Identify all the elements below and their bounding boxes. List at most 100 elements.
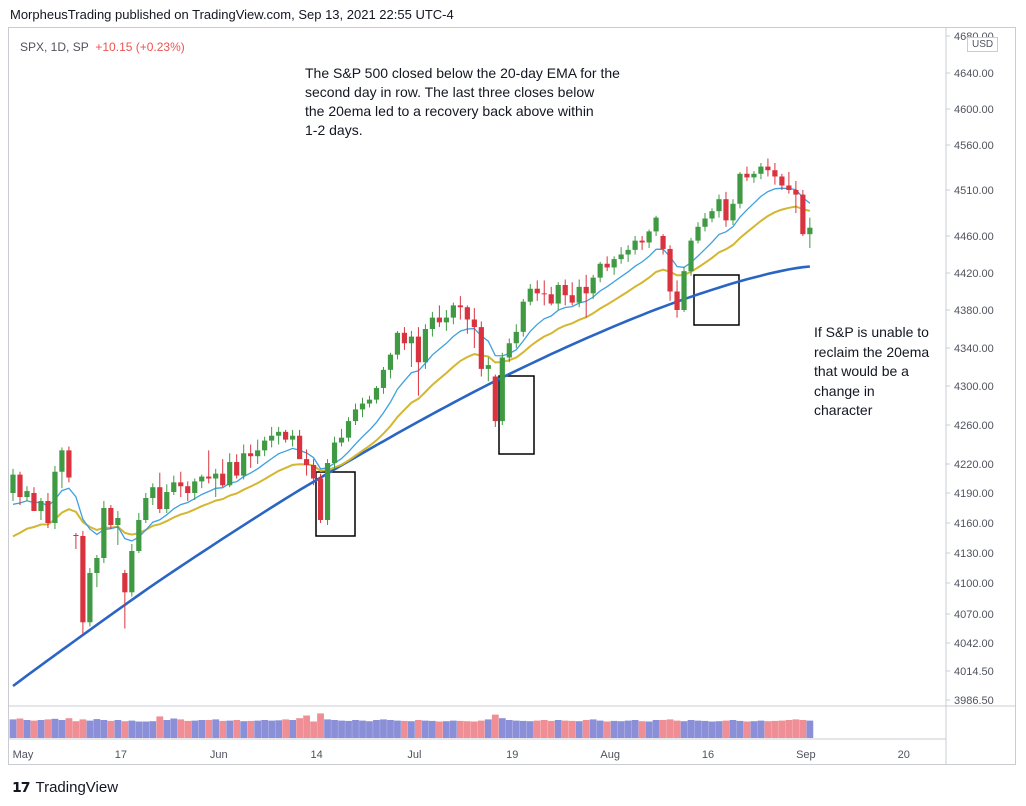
volume-bar bbox=[736, 720, 744, 738]
candle-body bbox=[800, 194, 806, 235]
candle-body bbox=[150, 487, 156, 498]
currency-badge[interactable]: USD bbox=[967, 37, 999, 52]
volume-bar bbox=[156, 716, 164, 738]
y-tick-label: 4640.00 bbox=[954, 68, 994, 80]
x-tick-label: Jun bbox=[210, 749, 228, 761]
volume-bar bbox=[498, 718, 506, 738]
candle-body bbox=[101, 508, 107, 558]
candle-body bbox=[639, 240, 645, 243]
volume-bar bbox=[317, 713, 324, 738]
volume-bar bbox=[205, 720, 213, 738]
candle-body bbox=[380, 369, 387, 388]
candle-body bbox=[625, 249, 631, 255]
volume-bar bbox=[9, 719, 17, 738]
candle-body bbox=[429, 317, 435, 329]
tradingview-logo-icon: 𝟭𝟳 bbox=[12, 779, 31, 795]
x-tick-label: 16 bbox=[702, 749, 714, 761]
candle-body bbox=[772, 170, 778, 177]
candle-body bbox=[422, 329, 429, 363]
volume-bar bbox=[324, 719, 331, 738]
volume-bar bbox=[121, 721, 129, 738]
volume-bar bbox=[394, 720, 401, 738]
volume-bar bbox=[184, 720, 192, 738]
tradingview-brand[interactable]: 𝟭𝟳 TradingView bbox=[12, 779, 118, 796]
candle-body bbox=[583, 286, 589, 294]
candle-body bbox=[744, 173, 750, 178]
candle-body bbox=[143, 498, 149, 520]
volume-bar bbox=[100, 720, 108, 738]
candle-body bbox=[618, 254, 624, 260]
candle-body bbox=[730, 203, 736, 221]
volume-bar bbox=[93, 719, 101, 738]
volume-bar bbox=[359, 720, 366, 738]
volume-bar bbox=[652, 720, 660, 738]
candle-body bbox=[807, 227, 813, 235]
candle-body bbox=[786, 185, 792, 190]
candle-body bbox=[192, 481, 198, 493]
y-tick-label: 4420.00 bbox=[954, 268, 994, 280]
candle-body bbox=[534, 288, 540, 294]
highlight-box bbox=[693, 274, 740, 326]
volume-bar bbox=[114, 720, 122, 738]
y-tick-label: 4130.00 bbox=[954, 548, 994, 560]
candle-body bbox=[436, 317, 442, 323]
candle-body bbox=[408, 336, 415, 344]
candle-body bbox=[555, 285, 561, 304]
candle-body bbox=[324, 463, 331, 520]
candle-body bbox=[373, 387, 380, 400]
candle-body bbox=[576, 286, 582, 303]
volume-bar bbox=[799, 720, 807, 738]
volume-bar bbox=[163, 720, 171, 738]
volume-bar bbox=[792, 719, 800, 738]
volume-bar bbox=[491, 714, 499, 738]
volume-bar bbox=[247, 720, 255, 738]
candle-body bbox=[695, 226, 701, 241]
volume-bar bbox=[512, 720, 520, 738]
candle-body bbox=[415, 336, 422, 363]
candle-body bbox=[129, 551, 135, 593]
volume-bar bbox=[422, 720, 429, 738]
highlight-box bbox=[315, 471, 356, 537]
volume-bar bbox=[366, 721, 373, 738]
volume-bar bbox=[296, 718, 303, 738]
volume-bar bbox=[16, 718, 24, 738]
candle-body bbox=[632, 240, 638, 250]
volume-bar bbox=[589, 719, 597, 738]
candle-body bbox=[681, 271, 687, 310]
x-tick-label: 17 bbox=[115, 749, 127, 761]
volume-bar bbox=[743, 721, 751, 738]
candle-body bbox=[262, 440, 268, 451]
candle-body bbox=[569, 295, 575, 303]
y-tick-label: 4070.00 bbox=[954, 609, 994, 621]
volume-bar bbox=[540, 720, 548, 738]
volume-bar bbox=[107, 720, 115, 738]
candle-body bbox=[611, 259, 617, 268]
volume-bar bbox=[771, 720, 779, 738]
candle-body bbox=[688, 240, 694, 272]
candle-body bbox=[485, 365, 491, 369]
candle-body bbox=[793, 190, 799, 195]
volume-bar bbox=[778, 720, 786, 738]
candle-body bbox=[548, 294, 554, 304]
candle-body bbox=[590, 277, 596, 294]
candle-body bbox=[73, 535, 79, 536]
candle-body bbox=[227, 462, 233, 486]
candle-body bbox=[31, 493, 37, 511]
candle-body bbox=[185, 486, 191, 493]
volume-bar bbox=[65, 718, 73, 738]
candle-body bbox=[387, 354, 394, 370]
candle-body bbox=[310, 464, 317, 479]
volume-bar bbox=[261, 720, 269, 738]
candle-body bbox=[303, 459, 310, 465]
volume-bar bbox=[575, 721, 583, 738]
volume-bar bbox=[275, 720, 283, 738]
volume-bar bbox=[380, 719, 387, 738]
highlight-boxes bbox=[315, 274, 740, 537]
y-tick-label: 3986.50 bbox=[954, 695, 994, 707]
y-axis: 4680.004640.004600.004560.004510.004460.… bbox=[946, 31, 994, 707]
candle-body bbox=[506, 343, 512, 358]
y-tick-label: 4014.50 bbox=[954, 666, 994, 678]
candle-body bbox=[269, 435, 275, 441]
candle-body bbox=[178, 482, 184, 487]
